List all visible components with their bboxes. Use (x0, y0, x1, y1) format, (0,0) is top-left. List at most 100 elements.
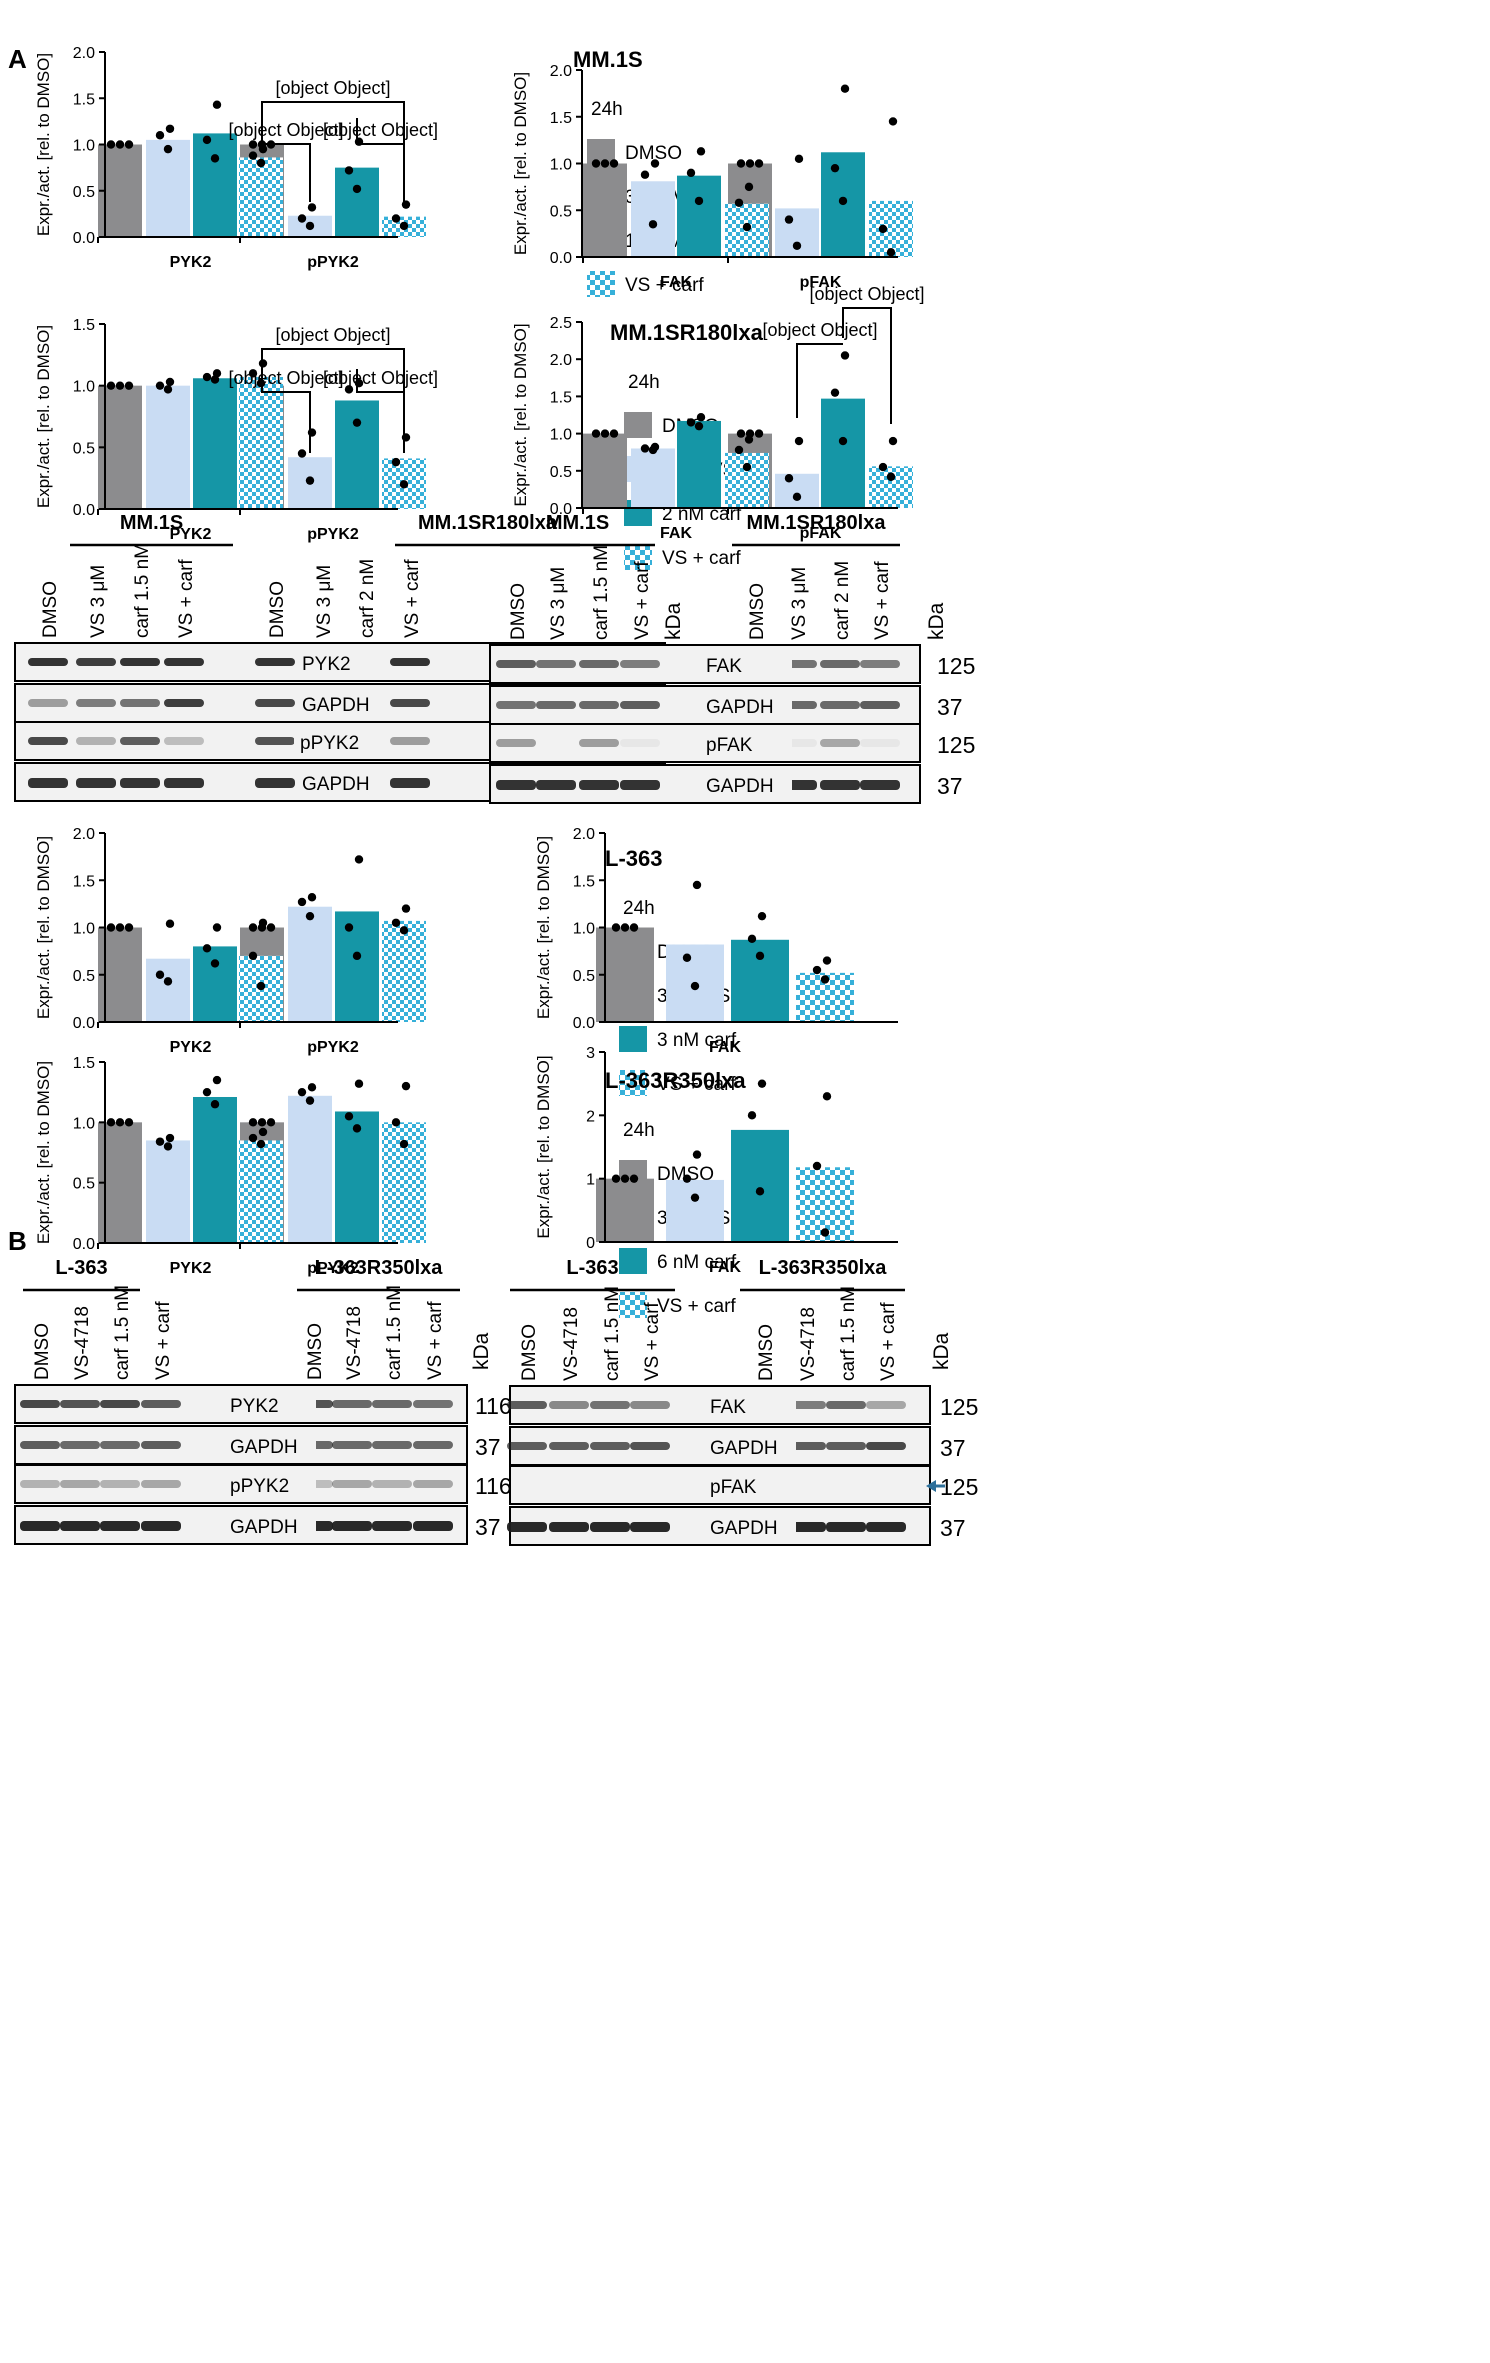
bar (583, 433, 627, 508)
protein-band (76, 778, 116, 788)
protein-band (60, 1480, 100, 1488)
data-point (822, 1092, 832, 1101)
molecular-weight: 116 (475, 1393, 512, 1419)
data-point (257, 1118, 267, 1127)
data-point (352, 418, 362, 427)
bar (677, 175, 721, 257)
legend-entry: 6 nM carf (657, 1252, 737, 1273)
y-tick-label: 2.0 (73, 45, 95, 62)
p-value-label: [object Object] (323, 368, 438, 388)
protein-band (100, 1521, 140, 1531)
data-point (391, 457, 401, 467)
chart-0: 0.0 0.5 1.0 1.5 2.0 PYK2 pPYK2 Expr./act. [rel.… (34, 45, 721, 297)
data-point (344, 1112, 354, 1121)
lane-label: carf 2 nM (357, 559, 378, 638)
protein-band (496, 780, 536, 790)
p-value-label: [object Object] (275, 325, 390, 345)
lane-label: carf 1.5 nM (591, 545, 612, 640)
blot-row-label: PYK2 (230, 1396, 279, 1417)
lane-label: VS + carf (425, 1301, 446, 1380)
data-point (888, 117, 898, 126)
data-point (124, 923, 134, 932)
lane-label: VS 3 μM (548, 567, 569, 640)
data-point (742, 222, 752, 232)
lane-label: carf 2 nM (832, 561, 853, 640)
y-axis-label: Expr./act. [rel. to DMSO] (34, 53, 53, 236)
y-tick-label: 0.5 (550, 203, 572, 220)
label-background (704, 1393, 796, 1417)
bar (677, 420, 721, 508)
protein-band (496, 660, 536, 668)
blot-row-label: GAPDH (706, 697, 774, 718)
protein-band (620, 701, 660, 709)
protein-band (20, 1400, 60, 1408)
p-value-label: [object Object] (228, 368, 343, 388)
bar (335, 167, 379, 237)
data-point (757, 1079, 767, 1088)
data-point (609, 159, 619, 168)
chart-3: 0.0 0.5 1.0 1.5 2.0 2.5 FAK pFAK Expr./act. [rel… (511, 315, 913, 542)
protein-band (141, 1480, 181, 1488)
bar (731, 1129, 789, 1242)
data-point (165, 124, 175, 133)
data-point (163, 977, 173, 986)
lane-label: carf 1.5 nM (602, 1286, 623, 1381)
data-point (820, 975, 830, 984)
protein-band (120, 778, 160, 788)
bracket-line (261, 375, 311, 453)
protein-band (390, 658, 430, 666)
blot-row-label: GAPDH (230, 1517, 298, 1538)
lane-label: carf 1.5 nM (838, 1286, 859, 1381)
label-background (224, 1392, 316, 1416)
label-background (296, 770, 388, 794)
y-tick-label: 0.5 (73, 1176, 95, 1193)
chart-5: 0.0 0.5 1.0 1.5 2.0 FAK Expr./act. [rel. to DM… (534, 826, 898, 1056)
blot-row-label: GAPDH (710, 1438, 778, 1459)
data-point (212, 369, 222, 378)
label-background (700, 731, 792, 755)
legend-swatch (587, 271, 615, 297)
bar (146, 958, 190, 1022)
data-point (344, 166, 354, 175)
cell-line-header: MM.1S (546, 512, 609, 534)
bar (193, 946, 237, 1022)
blot-row-label: GAPDH (706, 776, 774, 797)
lane-label: DMSO (747, 583, 768, 640)
data-point (248, 1133, 258, 1143)
data-point (344, 385, 354, 394)
y-tick-label: 1.5 (550, 389, 572, 406)
y-axis-label: Expr./act. [rel. to DMSO] (511, 323, 530, 506)
cell-line-header: MM.1S (120, 512, 183, 534)
bracket-line (261, 138, 311, 202)
protein-band (549, 1401, 589, 1409)
data-point (640, 170, 650, 179)
label-background (224, 1433, 316, 1457)
data-point (155, 131, 165, 140)
y-tick-label: 2 (586, 1108, 595, 1125)
protein-band (413, 1400, 453, 1408)
y-tick-label: 2.5 (550, 315, 572, 332)
molecular-weight: 125 (937, 653, 975, 679)
data-point (202, 372, 212, 382)
protein-band (820, 701, 860, 709)
data-point (258, 1127, 268, 1137)
protein-band (820, 660, 860, 668)
protein-band (390, 778, 430, 788)
legend-subtitle: 24h (623, 1120, 655, 1141)
legend-swatch (619, 1026, 647, 1052)
protein-band (496, 739, 536, 747)
lane-label: VS-4718 (798, 1307, 819, 1381)
data-point (650, 442, 660, 452)
protein-band (820, 780, 860, 790)
sig-bracket: [object Object] (228, 120, 344, 202)
x-category-label: PYK2 (170, 526, 212, 543)
data-point (886, 248, 896, 257)
data-point (115, 381, 125, 390)
legend-entry: VS + carf (662, 548, 741, 569)
data-point (840, 84, 850, 93)
data-point (115, 923, 125, 932)
bar (666, 1179, 724, 1242)
data-point (888, 436, 898, 446)
lane-label: VS + carf (642, 1302, 663, 1381)
x-category-label: FAK (709, 1259, 741, 1276)
